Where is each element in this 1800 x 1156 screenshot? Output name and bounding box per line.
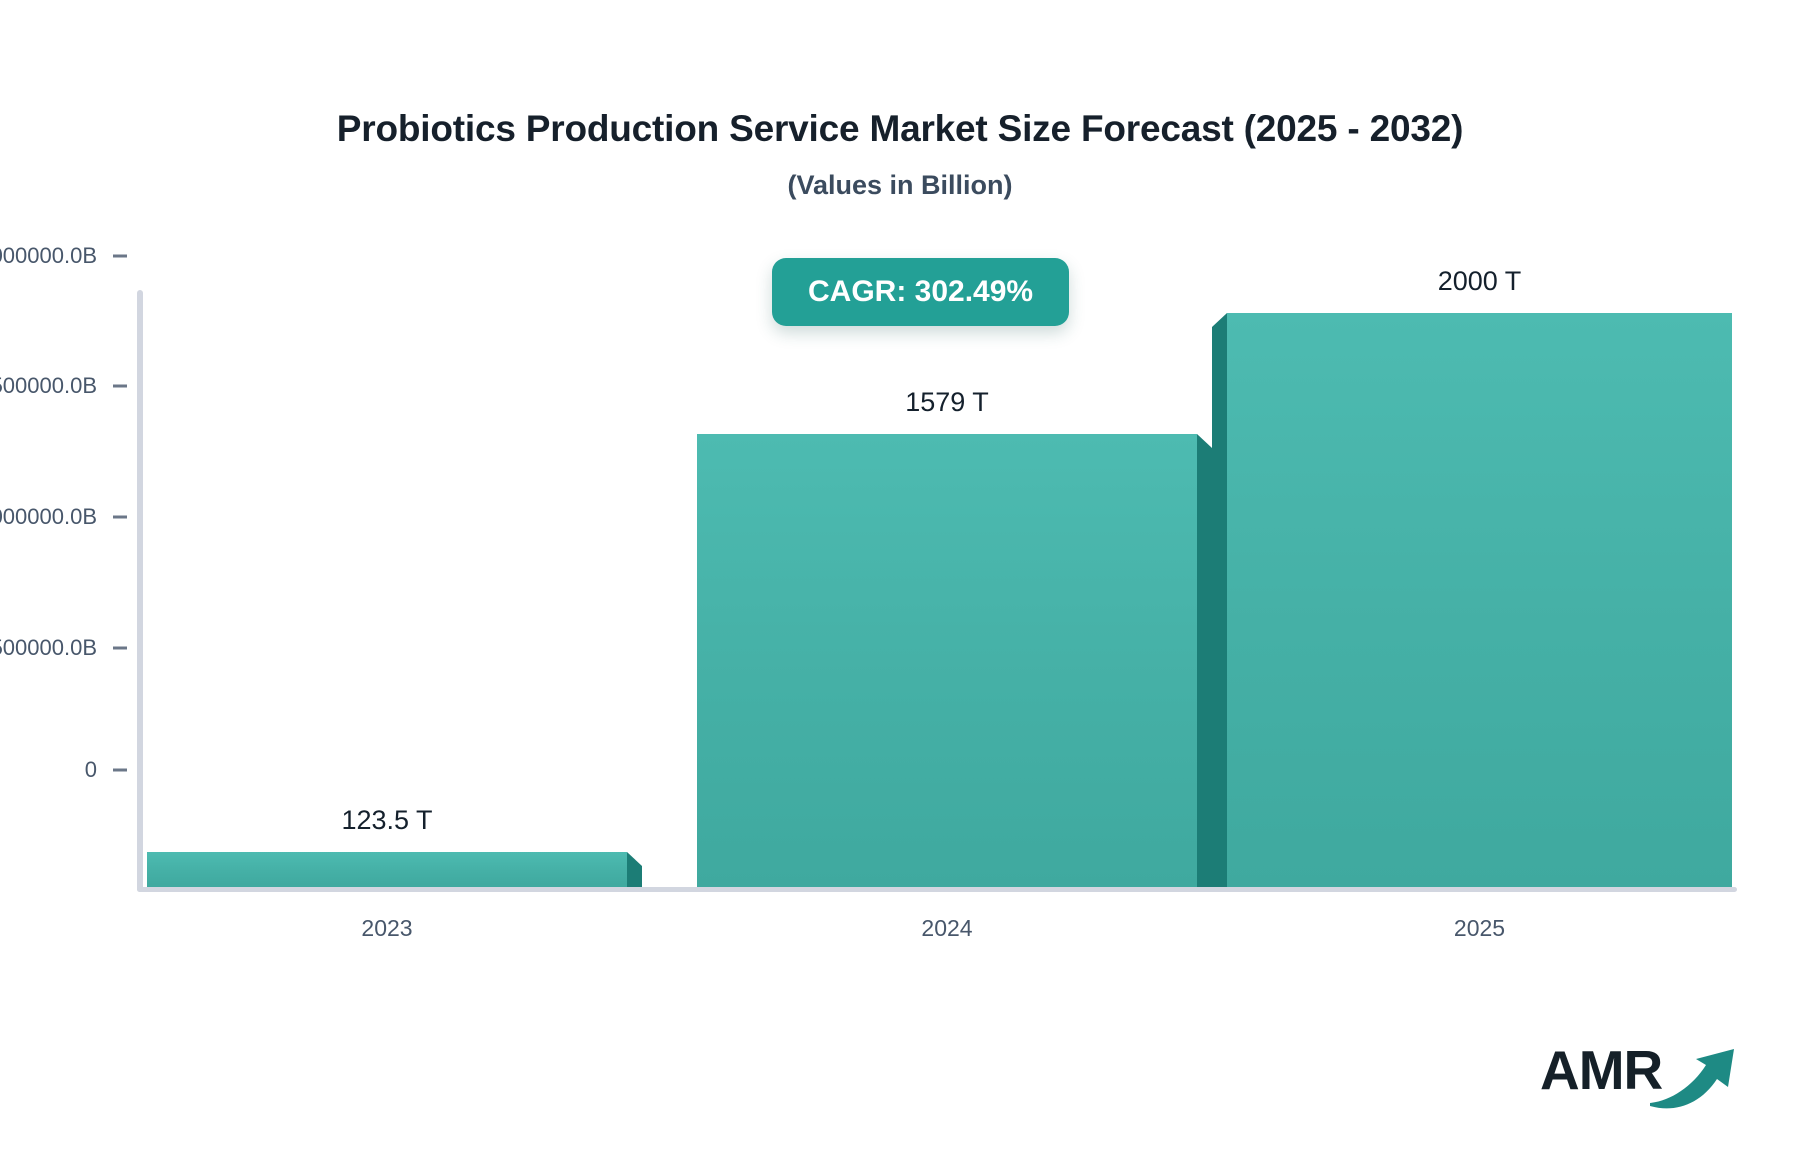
y-axis-tick-mark [113, 515, 127, 519]
bar-bevel [1197, 434, 1212, 448]
bar-side-face [1212, 327, 1227, 887]
bar-value-label: 1579 T [905, 387, 989, 417]
bar-value-label: 2000 T [1437, 266, 1522, 296]
y-axis-line [137, 290, 143, 892]
cagr-badge: CAGR: 302.49% [772, 258, 1070, 326]
bar-2023[interactable]: 123.5 T [147, 805, 642, 887]
x-axis-tick-label: 2025 [1453, 915, 1506, 941]
y-axis-tick-mark [113, 646, 127, 650]
amr-logo: AMR [1540, 1035, 1740, 1121]
y-axis-tick-label: 0 [84, 757, 97, 782]
y-axis-tick-label: 500000.0B [0, 635, 97, 660]
bar-bevel [627, 852, 642, 866]
x-axis-line [137, 887, 1737, 892]
x-axis-tick-label: 2024 [921, 915, 973, 941]
y-axis-tick-mark [113, 384, 127, 388]
bar-side-face [627, 866, 642, 887]
bar-bevel [1212, 313, 1227, 327]
bar-value-label: 123.5 T [341, 805, 433, 835]
y-axis-tick-label: 1500000.0B [0, 373, 97, 398]
y-axis-tick-label: 1000000.0B [0, 504, 97, 529]
bar-side-face [1197, 448, 1212, 887]
bar-2025[interactable]: 2000 T [1212, 266, 1732, 887]
y-axis-tick-label: 2000000.0B [0, 243, 97, 268]
y-axis-tick-mark [113, 254, 127, 258]
bar-front-face [1227, 313, 1732, 887]
bars-layer: 123.5 T 1579 T 2000 T [137, 266, 1737, 892]
bar-front-face [147, 852, 627, 887]
growth-arrow-icon [1650, 1049, 1734, 1109]
chart-subtitle: (Values in Billion) [787, 170, 1013, 200]
chart-title: Probiotics Production Service Market Siz… [336, 108, 1464, 149]
x-axis-tick-label: 2023 [361, 915, 413, 941]
plot-area: 123.5 T 1579 T 2000 T [137, 266, 1737, 892]
bar-front-face [697, 434, 1197, 887]
bar-2024[interactable]: 1579 T [697, 387, 1212, 887]
y-axis-tick-mark [113, 768, 127, 772]
amr-logo-text: AMR [1540, 1039, 1663, 1101]
